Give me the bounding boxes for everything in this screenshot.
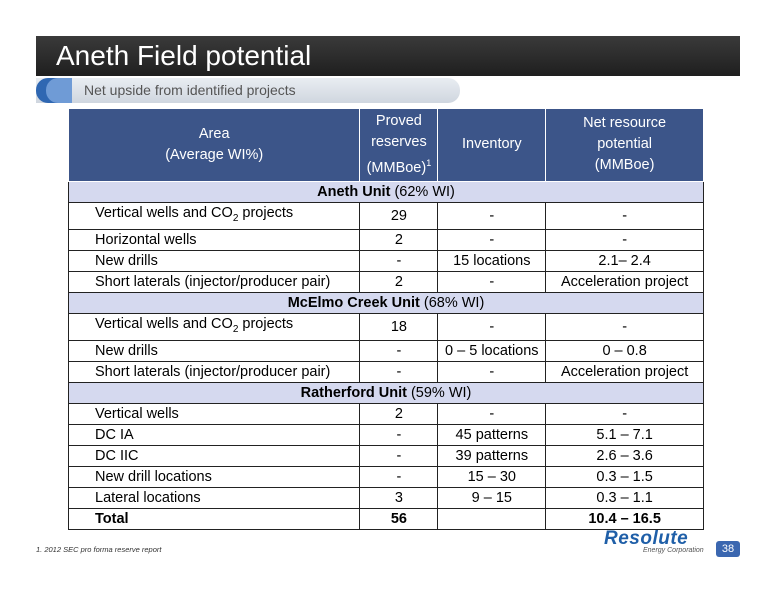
table-row: Vertical wells 2 - - bbox=[67, 402, 704, 425]
table-cell: Aneth Unit (62% WI) bbox=[68, 180, 704, 203]
table-cell: Vertical wells bbox=[67, 402, 361, 425]
section-mcelmo-creek-unit: McElmo Creek Unit (68% WI) bbox=[68, 291, 704, 314]
table-row: Vertical wells and CO2 projects 29 - - bbox=[67, 201, 704, 230]
cell-text: (62% WI) bbox=[390, 183, 455, 200]
section-aneth-unit: Aneth Unit (62% WI) bbox=[68, 180, 704, 203]
table-cell: 3 bbox=[359, 486, 439, 509]
table-cell: 2 bbox=[359, 402, 439, 425]
footnote: 1. 2012 SEC pro forma reserve report bbox=[36, 545, 162, 554]
header-proved-reserves: Proved reserves (MMBoe)1 bbox=[359, 108, 439, 182]
table-cell: - bbox=[545, 201, 704, 230]
table-cell bbox=[437, 507, 547, 530]
title-bar: Aneth Field potential bbox=[36, 36, 740, 76]
table-cell: 15 locations bbox=[437, 249, 547, 272]
table-cell: - bbox=[437, 201, 547, 230]
table-cell: - bbox=[437, 402, 547, 425]
header-area: Area (Average WI%) bbox=[67, 108, 361, 182]
section-ratherford-unit: Ratherford Unit (59% WI) bbox=[68, 381, 704, 404]
table-header-row: Area (Average WI%) Proved reserves (MMBo… bbox=[67, 108, 704, 182]
table-cell: - bbox=[545, 402, 704, 425]
table-row: Lateral locations 3 9 – 15 0.3 – 1.1 bbox=[67, 486, 704, 509]
table-cell: Short laterals (injector/producer pair) bbox=[67, 360, 361, 383]
table-cell: 9 – 15 bbox=[437, 486, 547, 509]
table-cell: Acceleration project bbox=[545, 360, 704, 383]
cell-text: projects bbox=[238, 315, 294, 332]
table-cell: 18 bbox=[359, 312, 439, 341]
table-cell: - bbox=[437, 228, 547, 251]
table-cell: - bbox=[437, 360, 547, 383]
table-row: DC IIC - 39 patterns 2.6 – 3.6 bbox=[67, 444, 704, 467]
table-cell: 10.4 – 16.5 bbox=[545, 507, 704, 530]
table-cell: 29 bbox=[359, 201, 439, 230]
table-cell: Horizontal wells bbox=[67, 228, 361, 251]
table-cell: 0 – 0.8 bbox=[545, 339, 704, 362]
table-cell: 2 bbox=[359, 270, 439, 293]
table-cell: Ratherford Unit (59% WI) bbox=[68, 381, 704, 404]
table-cell: 0.3 – 1.1 bbox=[545, 486, 704, 509]
table-cell: New drill locations bbox=[67, 465, 361, 488]
table-cell: - bbox=[359, 423, 439, 446]
page-subtitle: Net upside from identified projects bbox=[84, 82, 296, 98]
table-cell: - bbox=[545, 228, 704, 251]
subtitle-accent-light bbox=[46, 78, 72, 103]
table-cell: Lateral locations bbox=[67, 486, 361, 509]
cell-text: projects bbox=[238, 204, 294, 221]
table-cell: Short laterals (injector/producer pair) bbox=[67, 270, 361, 293]
company-logo-subtitle: Energy Corporation bbox=[643, 547, 704, 554]
table-cell: DC IA bbox=[67, 423, 361, 446]
table-cell: 56 bbox=[359, 507, 439, 530]
table-cell: 5.1 – 7.1 bbox=[545, 423, 704, 446]
table-cell: 2 bbox=[359, 228, 439, 251]
table-cell: - bbox=[359, 339, 439, 362]
table-row: Short laterals (injector/producer pair) … bbox=[67, 360, 704, 383]
table-row: Short laterals (injector/producer pair) … bbox=[67, 270, 704, 293]
table-cell: 15 – 30 bbox=[437, 465, 547, 488]
cell-text: (59% WI) bbox=[406, 384, 472, 401]
table-row: DC IA - 45 patterns 5.1 – 7.1 bbox=[67, 423, 704, 446]
table-cell: - bbox=[437, 312, 547, 341]
table-cell: 0 – 5 locations bbox=[437, 339, 547, 362]
table-total-row: Total 56 10.4 – 16.5 bbox=[67, 507, 704, 530]
company-logo: Resolute bbox=[604, 528, 689, 549]
header-inventory: Inventory bbox=[437, 108, 547, 182]
table-cell: Vertical wells and CO2 projects bbox=[67, 312, 361, 341]
cell-text: Vertical wells and CO bbox=[95, 204, 233, 221]
table-row: New drills - 0 – 5 locations 0 – 0.8 bbox=[67, 339, 704, 362]
table-cell: 0.3 – 1.5 bbox=[545, 465, 704, 488]
table-cell: 39 patterns bbox=[437, 444, 547, 467]
cell-text: 2 bbox=[232, 212, 239, 224]
table-cell: 2.6 – 3.6 bbox=[545, 444, 704, 467]
table-row: New drills - 15 locations 2.1– 2.4 bbox=[67, 249, 704, 272]
table-cell: Vertical wells and CO2 projects bbox=[67, 201, 361, 230]
subtitle-bar bbox=[36, 78, 460, 103]
table-cell: - bbox=[359, 360, 439, 383]
cell-text: Vertical wells and CO bbox=[95, 315, 233, 332]
reserves-table: Area (Average WI%) Proved reserves (MMBo… bbox=[67, 108, 704, 530]
table-cell: - bbox=[359, 465, 439, 488]
table-cell: DC IIC bbox=[67, 444, 361, 467]
cell-text: 2 bbox=[232, 323, 239, 335]
page-title: Aneth Field potential bbox=[56, 40, 312, 71]
header-net-resource: Net resource potential (MMBoe) bbox=[545, 108, 704, 182]
table-cell: McElmo Creek Unit (68% WI) bbox=[68, 291, 704, 314]
table-row: New drill locations - 15 – 30 0.3 – 1.5 bbox=[67, 465, 704, 488]
table-cell: Total bbox=[67, 507, 361, 530]
table-cell: New drills bbox=[67, 249, 361, 272]
table-cell: - bbox=[359, 444, 439, 467]
table-cell: Acceleration project bbox=[545, 270, 704, 293]
table-cell: - bbox=[359, 249, 439, 272]
table-cell: 45 patterns bbox=[437, 423, 547, 446]
table-cell: New drills bbox=[67, 339, 361, 362]
table-row: Vertical wells and CO2 projects 18 - - bbox=[67, 312, 704, 341]
table-cell: - bbox=[437, 270, 547, 293]
page-number: 38 bbox=[716, 541, 740, 557]
table-cell: 2.1– 2.4 bbox=[545, 249, 704, 272]
table-row: Horizontal wells 2 - - bbox=[67, 228, 704, 251]
cell-text: (68% WI) bbox=[419, 294, 485, 311]
table-cell: - bbox=[545, 312, 704, 341]
